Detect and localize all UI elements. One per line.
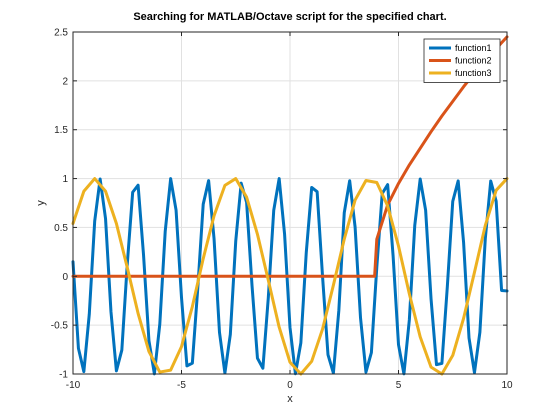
legend-label-function1: function1: [455, 43, 492, 53]
x-tick-label: 5: [396, 380, 402, 391]
series-line-function2: [71, 35, 509, 278]
legend-label-function3: function3: [455, 68, 492, 78]
series-line-function1: [71, 177, 509, 376]
x-tick-label: 10: [501, 380, 513, 391]
y-tick-label: 0.5: [54, 223, 68, 234]
series-layer: [71, 35, 509, 376]
y-tick-label: 1.5: [54, 125, 68, 136]
y-axis-ticks: -1 -0.5 0 0.5 1 1.5 2 2.5: [51, 28, 507, 381]
x-tick-label: -5: [177, 380, 186, 391]
legend: function1 function2 function3: [423, 38, 501, 83]
y-tick-label: -1: [59, 370, 68, 381]
chart-title: Searching for MATLAB/Octave script for t…: [133, 11, 446, 23]
y-tick-label: 2.5: [54, 28, 68, 39]
series-line-function3: [71, 177, 509, 376]
y-axis-label: y: [35, 200, 47, 206]
legend-label-function2: function2: [455, 56, 492, 66]
x-axis-label: x: [287, 393, 293, 405]
y-tick-label: 1: [62, 174, 68, 185]
x-tick-label: 0: [287, 380, 293, 391]
y-tick-label: -0.5: [51, 321, 69, 332]
x-tick-label: -10: [66, 380, 81, 391]
y-tick-label: 0: [62, 272, 68, 283]
x-axis-ticks: -10 -5 0 5 10: [66, 32, 513, 391]
y-tick-label: 2: [62, 76, 68, 87]
